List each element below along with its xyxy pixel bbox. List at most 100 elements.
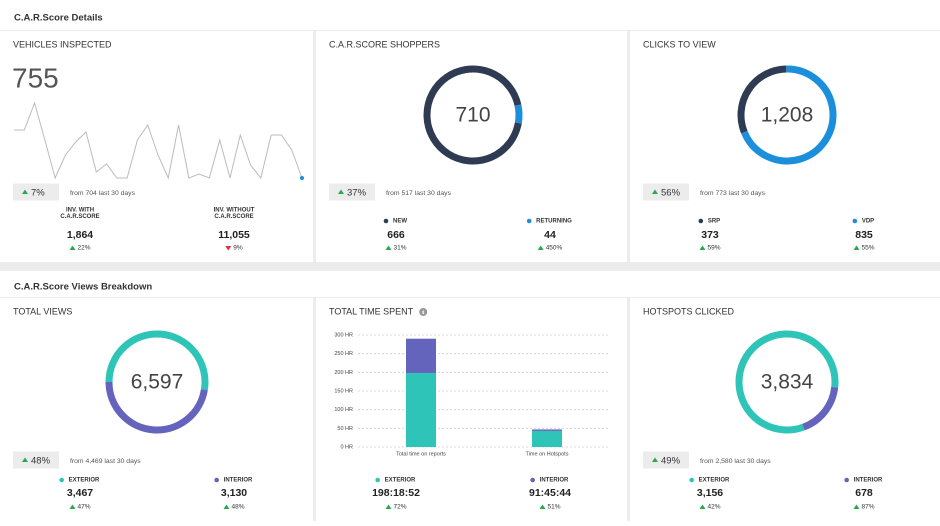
donut-total: 1,208 — [761, 104, 814, 127]
trend-icon — [385, 245, 392, 250]
change-badge — [643, 451, 689, 469]
metric-label: EXTERIOR — [385, 478, 416, 484]
metric-change: 48% — [231, 504, 244, 511]
y-tick-label: 100 HR — [334, 407, 353, 413]
bar-segment — [532, 430, 562, 447]
change-value: 37% — [347, 188, 367, 199]
x-tick-label: Total time on reports — [396, 451, 446, 457]
donut-segment — [741, 65, 837, 165]
metric-change: 42% — [707, 504, 720, 511]
metric-value: 3,467 — [67, 487, 93, 499]
change-badge — [643, 183, 689, 201]
legend-dot — [698, 218, 704, 224]
metric-change: 22% — [77, 245, 90, 252]
metric-change: 9% — [233, 245, 243, 252]
section-title: C.A.R.Score Views Breakdown — [14, 282, 152, 293]
trend-icon — [22, 189, 28, 194]
trend-icon — [652, 189, 658, 194]
section-header — [0, 0, 940, 30]
change-value: 48% — [31, 456, 51, 467]
metric-value: 91:45:44 — [529, 487, 571, 499]
trend-icon — [223, 504, 230, 509]
y-tick-label: 0 HR — [340, 444, 353, 450]
bar-segment — [406, 338, 436, 373]
metric-label: INV. WITH — [66, 208, 94, 214]
sparkline — [14, 101, 303, 180]
comparison: from 773 last 30 days — [700, 190, 766, 197]
metric-value: 3,130 — [221, 487, 247, 499]
section-header — [0, 271, 940, 297]
metric-value: 3,156 — [697, 487, 723, 499]
metric-change: 450% — [546, 245, 563, 252]
legend-dot — [852, 218, 858, 224]
metric-value: 11,055 — [218, 229, 250, 241]
metric-value: 1,864 — [67, 229, 93, 241]
trend-icon — [853, 504, 860, 509]
donut-total: 6,597 — [131, 371, 184, 394]
metric-value: 835 — [855, 229, 873, 241]
x-tick-label: Time on Hotspots — [526, 451, 569, 457]
donut-total: 710 — [455, 104, 490, 127]
metric-label: EXTERIOR — [699, 478, 730, 484]
trend-icon — [537, 245, 544, 250]
panel-title: VEHICLES INSPECTED — [13, 39, 112, 49]
donut-segment — [105, 381, 208, 434]
trend-icon — [539, 504, 546, 509]
metric-value: 44 — [544, 229, 556, 241]
trend-icon — [69, 504, 76, 509]
legend-dot — [375, 477, 380, 483]
metric-label: VDP — [862, 219, 874, 225]
trend-icon — [652, 457, 658, 462]
panel-title: TOTAL TIME SPENT — [329, 306, 414, 316]
y-tick-label: 300 HR — [334, 332, 353, 338]
trend-icon — [385, 504, 392, 509]
metric-label: RETURNING — [536, 219, 572, 225]
trend-icon — [699, 245, 706, 250]
y-tick-label: 200 HR — [334, 370, 353, 376]
panel-title: C.A.R.SCORE SHOPPERS — [329, 39, 440, 49]
comparison: from 517 last 30 days — [386, 190, 452, 197]
sparkline-end — [300, 176, 304, 180]
comparison: from 4,469 last 30 days — [70, 458, 141, 465]
y-tick-label: 250 HR — [334, 351, 353, 357]
legend-dot — [59, 477, 64, 483]
metric-value: 198:18:52 — [372, 487, 420, 499]
donut-segment — [423, 65, 522, 165]
trend-icon — [225, 246, 232, 251]
legend-dot — [530, 477, 535, 483]
metric-value: 373 — [701, 229, 719, 241]
donut-segment — [735, 330, 839, 434]
metric-label: SRP — [708, 219, 720, 225]
legend-dot — [383, 218, 389, 224]
change-badge — [13, 183, 59, 201]
comparison: from 704 last 30 days — [70, 190, 136, 197]
change-value: 7% — [31, 188, 45, 199]
metric-label: EXTERIOR — [69, 478, 100, 484]
panel-title: HOTSPOTS CLICKED — [643, 306, 735, 316]
trend-icon — [699, 504, 706, 509]
metric-label: C.A.R.SCORE — [60, 214, 99, 220]
legend-dot — [214, 477, 219, 483]
metric-label: INTERIOR — [540, 478, 569, 484]
trend-icon — [853, 245, 860, 250]
metric-change: 59% — [707, 245, 720, 252]
donut-segment — [514, 104, 523, 124]
bar-segment — [406, 372, 436, 447]
metric-change: 87% — [861, 504, 874, 511]
donut-total: 3,834 — [761, 371, 814, 394]
section-title: C.A.R.Score Details — [14, 13, 103, 24]
metric-change: 51% — [547, 504, 560, 511]
donut-segment — [105, 330, 209, 391]
metric-value: 678 — [855, 487, 873, 499]
y-tick-label: 150 HR — [334, 388, 353, 394]
trend-icon — [69, 245, 76, 250]
panel — [0, 31, 313, 262]
metric-label: INTERIOR — [224, 478, 253, 484]
metric-label: INV. WITHOUT — [214, 208, 255, 214]
metric-change: 31% — [393, 245, 406, 252]
change-badge — [13, 451, 59, 469]
panel-title: TOTAL VIEWS — [13, 306, 72, 316]
metric-label: C.A.R.SCORE — [214, 214, 253, 220]
